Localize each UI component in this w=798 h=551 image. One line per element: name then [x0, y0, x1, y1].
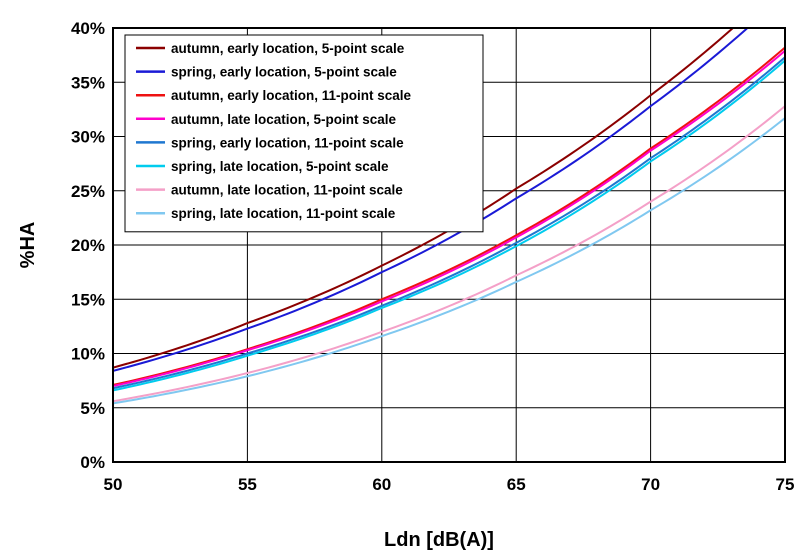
series-line	[113, 50, 785, 388]
legend-entry: autumn, early location, 5-point scale	[171, 41, 405, 56]
legend-box	[124, 34, 484, 233]
y-tick-label: 10%	[71, 345, 105, 364]
x-tick-label: 70	[641, 475, 660, 494]
series-line	[113, 46, 785, 386]
y-tick-label: 40%	[71, 19, 105, 38]
legend-entry: autumn, late location, 5-point scale	[171, 112, 397, 127]
y-tick-label: 15%	[71, 290, 105, 309]
y-tick-labels: 0% 5% 10% 15% 20% 25% 30% 35% 40%	[71, 19, 105, 472]
x-tick-label: 55	[238, 475, 257, 494]
series-lines	[113, 28, 785, 405]
x-tick-label: 60	[372, 475, 391, 494]
series-line	[113, 59, 785, 392]
x-axis-label: Ldn [dB(A)]	[384, 529, 494, 551]
x-tick-label: 75	[776, 475, 795, 494]
legend-entry: spring, late location, 11-point scale	[171, 206, 396, 221]
x-tick-label: 65	[507, 475, 526, 494]
series-line	[113, 56, 785, 390]
series-line	[113, 105, 785, 403]
y-tick-label: 25%	[71, 182, 105, 201]
series-line	[113, 28, 749, 372]
plot-area	[112, 27, 786, 463]
legend: autumn, early location, 5-point scale spr…	[124, 34, 484, 233]
y-axis-label: %HA	[17, 222, 39, 269]
y-tick-label: 20%	[71, 236, 105, 255]
y-tick-label: 0%	[80, 453, 105, 472]
y-tick-label: 5%	[80, 399, 105, 418]
x-tick-label: 50	[104, 475, 123, 494]
series-line	[113, 117, 785, 405]
x-tick-labels: 50 55 60 65 70 75	[104, 475, 795, 494]
legend-entry: spring, early location, 11-point scale	[171, 135, 404, 150]
legend-entry: spring, early location, 5-point scale	[171, 65, 397, 80]
y-tick-label: 30%	[71, 128, 105, 147]
legend-entry: autumn, late location, 11-point scale	[171, 183, 403, 198]
y-tick-label: 35%	[71, 73, 105, 92]
legend-entry: spring, late location, 5-point scale	[171, 159, 389, 174]
legend-entry: autumn, early location, 11-point scale	[171, 88, 412, 103]
